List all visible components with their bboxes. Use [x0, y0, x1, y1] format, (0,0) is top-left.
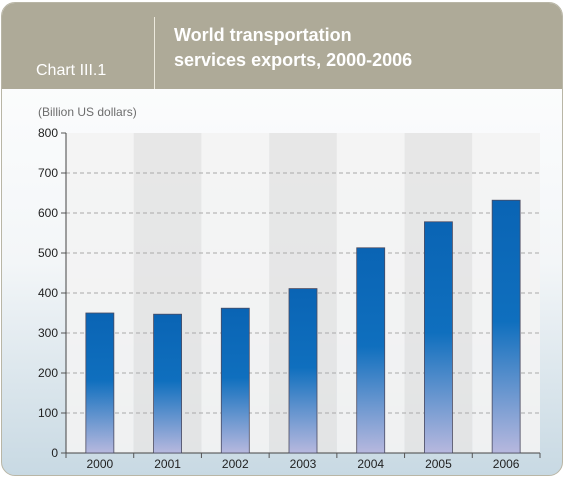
y-tick-label: 600	[38, 206, 58, 220]
header-divider	[154, 17, 155, 89]
bar	[288, 288, 318, 454]
y-axis-unit-label: (Billion US dollars)	[38, 105, 137, 119]
bar	[424, 221, 453, 454]
gridlines	[61, 132, 540, 454]
x-tick-label: 2006	[493, 457, 520, 471]
y-tick-label: 400	[38, 286, 58, 300]
x-tick-label: 2003	[290, 457, 317, 471]
y-tick-label: 800	[38, 126, 58, 140]
bar	[491, 199, 521, 454]
y-tick-label: 200	[38, 366, 58, 380]
bar	[85, 312, 115, 454]
x-tick-label: 2002	[222, 457, 249, 471]
x-tick-label: 2001	[154, 457, 181, 471]
bar	[220, 307, 250, 454]
bar	[356, 247, 386, 454]
y-tick-label: 0	[51, 446, 58, 460]
chart-header: Chart III.1 World transportation service…	[2, 3, 562, 89]
y-tick-labels: 0 100 200 300 400 500 600 700 800	[38, 126, 58, 460]
y-tick-label: 100	[38, 406, 58, 420]
x-tick-label: 2005	[425, 457, 452, 471]
bars	[85, 199, 521, 454]
x-tick-label: 2004	[357, 457, 384, 471]
chart-title-line-1: World transportation	[174, 25, 352, 45]
x-tick-labels: 2000 2001 2002 2003 2004 2005 2006	[87, 457, 520, 471]
chart-title: World transportation services exports, 2…	[174, 23, 412, 73]
x-tick-label: 2000	[87, 457, 114, 471]
y-tick-label: 500	[38, 246, 58, 260]
chart-title-line-2: services exports, 2000-2006	[174, 50, 413, 70]
bar	[153, 313, 182, 454]
chart-number-label: Chart III.1	[36, 62, 107, 79]
y-tick-label: 700	[38, 166, 58, 180]
y-tick-label: 300	[38, 326, 58, 340]
